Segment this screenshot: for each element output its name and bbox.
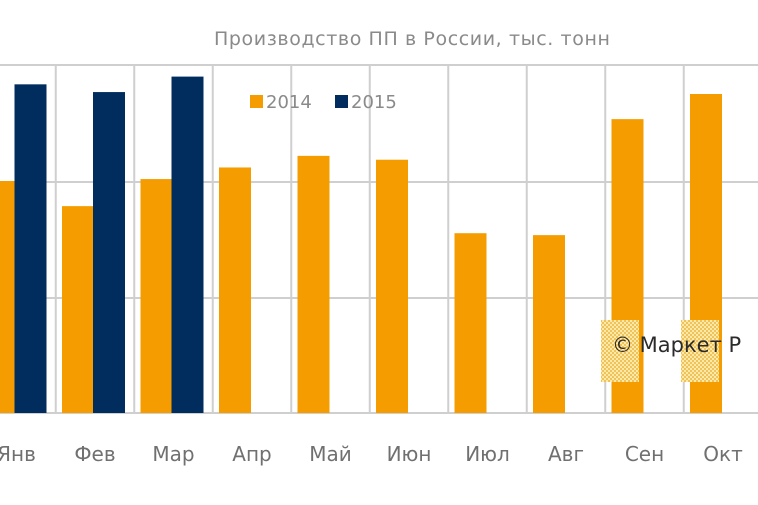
bar-2014-Янв xyxy=(0,181,16,413)
x-label-Апр: Апр xyxy=(232,442,271,466)
x-label-Авг: Авг xyxy=(548,442,584,466)
legend-label-2014: 2014 xyxy=(266,92,312,113)
bars xyxy=(0,76,722,414)
x-label-Янв: Янв xyxy=(0,442,36,466)
chart-title: Производство ПП в России, тыс. тонн xyxy=(214,28,611,50)
bar-2015-Мар xyxy=(171,76,204,413)
bar-2014-Мар xyxy=(140,179,173,413)
bar-2015-Янв xyxy=(14,84,47,413)
bar-2014-Фев xyxy=(62,206,94,413)
bar-2014-Авг xyxy=(533,235,565,413)
watermark: © Маркет Р xyxy=(601,320,741,382)
bar-2014-Май xyxy=(297,155,330,413)
bar-2014-Апр xyxy=(219,167,251,413)
watermark-patch-right xyxy=(681,320,719,382)
x-label-Июн: Июн xyxy=(387,442,432,466)
legend-swatch-2014 xyxy=(250,95,263,108)
legend: 2014 2015 xyxy=(250,92,397,113)
x-label-Июл: Июл xyxy=(465,442,510,466)
legend-label-2015: 2015 xyxy=(351,92,397,113)
watermark-text: © Маркет Р xyxy=(612,333,741,357)
x-axis-labels: Янв Фев Мар Апр Май Июн Июл Авг Сен Окт xyxy=(0,442,743,466)
bar-2015-Фев xyxy=(93,92,125,414)
legend-swatch-2015 xyxy=(335,95,348,108)
x-label-Май: Май xyxy=(309,442,352,466)
x-label-Фев: Фев xyxy=(74,442,115,466)
bar-2014-Июн xyxy=(376,159,408,413)
x-label-Мар: Мар xyxy=(152,442,194,466)
watermark-patch-left xyxy=(601,320,639,382)
x-label-Окт: Окт xyxy=(703,442,743,466)
bar-2014-Июл xyxy=(454,233,487,413)
x-label-Сен: Сен xyxy=(625,442,664,466)
